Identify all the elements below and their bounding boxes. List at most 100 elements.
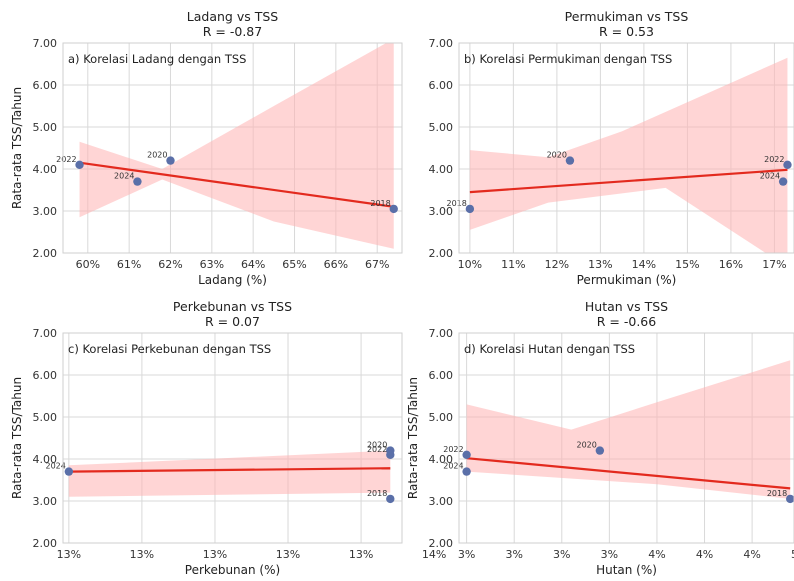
x-tick-label: 63%: [200, 258, 224, 271]
x-tick-label: 3%: [553, 548, 570, 561]
y-tick-label: 5.00: [33, 121, 58, 134]
x-axis-label: Permukiman (%): [577, 273, 677, 287]
data-point-2020: [595, 446, 605, 455]
x-tick-label: 14%: [632, 258, 656, 271]
plot-frame: [62, 332, 403, 544]
x-axis-label: Hutan (%): [596, 563, 657, 577]
y-tick-label: 4.00: [429, 453, 454, 466]
point-label-2024: 2024: [443, 462, 463, 471]
panel-b: 2018 2020 2022 2024 2.00 3.00 4.00 5.00 6.00 7.00…: [429, 9, 794, 287]
x-tick-label: 16%: [719, 258, 743, 271]
data-point-2020: [565, 156, 575, 165]
y-tick-label: 7.00: [33, 327, 58, 340]
point-label-2018: 2018: [767, 489, 787, 498]
plot-frame: [62, 42, 403, 254]
regression-line: [68, 467, 391, 473]
x-tick-label: 65%: [282, 258, 306, 271]
point-label-2024: 2024: [760, 172, 780, 181]
point-label-2018: 2018: [370, 199, 390, 208]
x-tick-label: 61%: [117, 258, 141, 271]
y-tick-label: 5.00: [429, 121, 454, 134]
chart-subtitle: R = -0.87: [203, 24, 262, 39]
x-tick-label: 66%: [324, 258, 348, 271]
chart-subtitle: R = -0.66: [597, 314, 656, 329]
point-label-2024: 2024: [114, 172, 134, 181]
x-axis-label: Ladang (%): [198, 273, 267, 287]
data-point-2018: [465, 204, 475, 214]
chart-title: Hutan vs TSS: [585, 299, 668, 314]
data-point-2024: [778, 177, 788, 186]
confidence-band: [469, 57, 788, 253]
data-point-2022: [386, 450, 395, 459]
panel-annotation: d) Korelasi Hutan dengan TSS: [464, 342, 635, 356]
panel-annotation: c) Korelasi Perkebunan dengan TSS: [68, 342, 271, 356]
point-label-2018: 2018: [367, 489, 387, 498]
panel-d: 2018 2020 2022 2024 2.00 3.00 4.00 5.00 6.00 7.00…: [406, 299, 794, 577]
x-tick-label: 13%: [203, 548, 227, 561]
point-label-2020: 2020: [367, 441, 387, 450]
plot-frame: [458, 332, 794, 544]
chart-title: Ladang vs TSS: [187, 9, 279, 24]
x-tick-label: 12%: [545, 258, 569, 271]
x-tick-label: 3%: [601, 548, 618, 561]
data-point-2018: [785, 494, 794, 504]
y-tick-label: 2.00: [33, 537, 58, 550]
x-tick-label: 62%: [158, 258, 182, 271]
chart-title: Permukiman vs TSS: [565, 9, 689, 24]
point-label-2020: 2020: [147, 151, 167, 160]
data-point-2022: [783, 160, 792, 169]
data-point-2022: [462, 450, 471, 459]
y-tick-label: 3.00: [33, 495, 58, 508]
data-point-2024: [64, 467, 74, 476]
x-tick-label: 60%: [76, 258, 100, 271]
y-axis-label: Rata-rata TSS/Tahun: [406, 377, 420, 499]
x-tick-label: 3%: [505, 548, 522, 561]
y-axis-label: Rata-rata TSS/Tahun: [10, 87, 24, 209]
y-tick-label: 6.00: [33, 369, 58, 382]
y-tick-label: 2.00: [33, 247, 58, 260]
y-tick-label: 7.00: [429, 327, 454, 340]
y-tick-label: 3.00: [429, 495, 454, 508]
x-tick-label: 67%: [365, 258, 389, 271]
y-tick-label: 5.00: [33, 411, 58, 424]
y-tick-label: 4.00: [429, 163, 454, 176]
chart-subtitle: R = 0.07: [205, 314, 260, 329]
x-tick-label: 13%: [130, 548, 154, 561]
data-point-2024: [133, 177, 142, 186]
plot-frame: [458, 42, 794, 254]
y-tick-label: 3.00: [33, 205, 58, 218]
regression-line: [79, 161, 394, 208]
x-tick-label: 15%: [675, 258, 699, 271]
y-tick-label: 6.00: [429, 369, 454, 382]
point-label-2024: 2024: [45, 462, 65, 471]
point-label-2022: 2022: [367, 445, 387, 454]
regression-line: [469, 168, 788, 194]
y-tick-label: 7.00: [429, 37, 454, 50]
y-tick-label: 4.00: [33, 453, 58, 466]
y-tick-label: 5.00: [429, 411, 454, 424]
chart-subtitle: R = 0.53: [599, 24, 654, 39]
point-label-2018: 2018: [447, 199, 467, 208]
data-point-2018: [389, 204, 398, 214]
x-tick-label: 13%: [276, 548, 300, 561]
x-tick-label: 14%: [422, 548, 446, 561]
x-tick-label: 64%: [241, 258, 265, 271]
panel-annotation: b) Korelasi Permukiman dengan TSS: [464, 52, 672, 66]
x-tick-label: 4%: [696, 548, 713, 561]
y-tick-label: 2.00: [429, 247, 454, 260]
x-tick-label: 13%: [588, 258, 612, 271]
x-tick-label: 17%: [762, 258, 786, 271]
x-axis-label: Perkebunan (%): [185, 563, 280, 577]
x-tick-label: 10%: [458, 258, 482, 271]
y-tick-label: 3.00: [429, 205, 454, 218]
x-tick-label: 4%: [648, 548, 665, 561]
data-point-2022: [75, 160, 84, 169]
confidence-band: [466, 360, 791, 499]
panel-annotation: a) Korelasi Ladang dengan TSS: [68, 52, 246, 66]
chart-title: Perkebunan vs TSS: [173, 299, 292, 314]
point-label-2022: 2022: [56, 155, 76, 164]
panel-a: 2018 2020 2022 2024 2.00 3.00 4.00 5.00 6.00 7.00…: [10, 9, 403, 287]
x-tick-label: 3%: [458, 548, 475, 561]
